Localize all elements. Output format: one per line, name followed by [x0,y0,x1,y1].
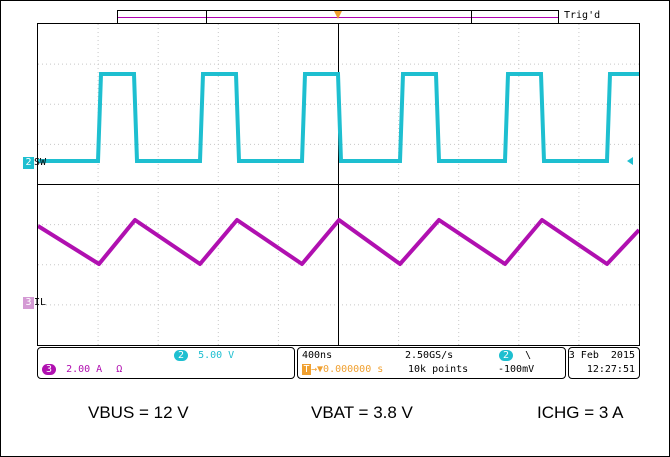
sample-rate: 2.50GS/s [405,350,454,361]
trigger-position-readout: T→▼0.000000 s [302,364,383,375]
record-length: 10k points [408,364,469,375]
ch3-label: IL [34,297,47,308]
trigger-arrow-icon: →▼ [311,364,324,375]
ch2-marker[interactable]: 2 SW [23,157,46,169]
trigger-level: -100mV [498,364,535,375]
ch3-marker-icon: 3 [23,297,34,309]
ch2-marker-icon: 2 [23,157,34,169]
capture-date: 3 Feb 2015 [568,350,635,361]
vertical-scale-panel[interactable]: 2 5.00 V 3 2.00 A Ω [37,347,295,379]
il-waveform [36,218,641,266]
timebase: 400ns [302,350,333,361]
ch2-badge: 2 [174,350,189,361]
trigger-t-icon: T [302,364,311,375]
waveform-canvas [36,24,649,345]
ch3-marker[interactable]: 3 IL [23,297,46,309]
caption-ichg: ICHG = 3 A [537,403,624,422]
ch2-right-marker-icon [627,157,633,165]
trigger-position-arrow-icon [334,11,342,19]
date-time-panel: 3 Feb 2015 12:27:51 [568,347,640,379]
ch3-termination-icon: Ω [116,364,123,375]
caption-vbus: VBUS = 12 V [88,403,189,422]
ch2-scale: 5.00 V [198,350,235,361]
ch3-badge: 3 [42,364,57,375]
caption-vbat: VBAT = 3.8 V [311,403,413,422]
capture-time: 12:27:51 [586,364,635,375]
trigger-slope-icon: \ [525,350,532,361]
trigger-source-badge: 2 [499,350,514,361]
ch2-label: SW [34,157,47,168]
sw-waveform [38,72,649,163]
trigger-status: Trig'd [564,10,601,21]
horizontal-trigger-panel[interactable]: 400ns 2.50GS/s T→▼0.000000 s 10k points … [297,347,566,379]
ch3-scale: 2.00 A [66,364,103,375]
trigger-position: 0.000000 s [323,364,384,375]
waveform-display[interactable] [36,23,649,346]
